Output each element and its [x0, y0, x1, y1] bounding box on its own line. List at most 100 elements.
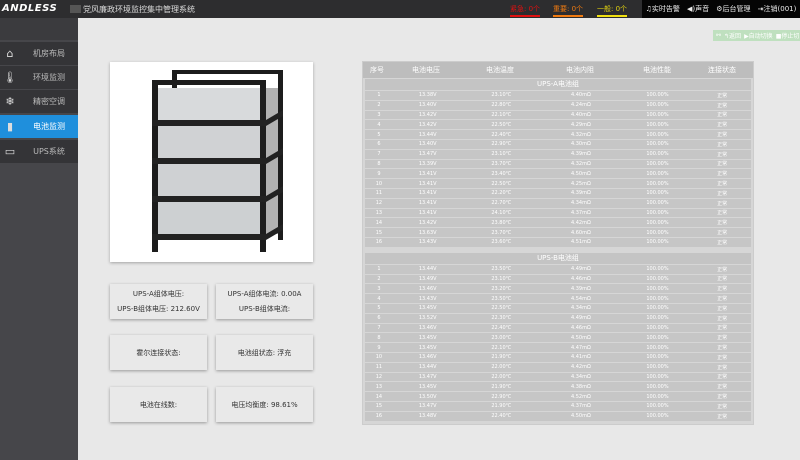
table-cell: 100.00%: [646, 266, 669, 273]
sidebar-item-environment[interactable]: 🌡 环境监测: [0, 66, 78, 89]
back-button[interactable]: ↰返回: [724, 33, 742, 40]
stop-switch-button[interactable]: ■停止切: [775, 33, 800, 40]
table-cell: 100.00%: [646, 200, 669, 207]
table-row: 12 13.41V 22.70℃ 4.34mΩ 100.00% 正常: [365, 198, 751, 208]
table-cell: 13.63V: [418, 229, 437, 236]
share-icon: ⚯: [716, 32, 722, 39]
table-cell: 100.00%: [646, 315, 669, 322]
table-cell: 13.48V: [418, 413, 437, 420]
table-cell: 4.34mΩ: [570, 373, 591, 380]
table-cell: 正常: [717, 102, 728, 109]
table-cell: 22.50℃: [491, 305, 512, 312]
table-cell: 4.46mΩ: [570, 275, 591, 282]
table-cell: 13.43V: [418, 239, 437, 246]
table-cell: 4.52mΩ: [570, 393, 591, 400]
table-row: 16 13.43V 23.60℃ 4.51mΩ 100.00% 正常: [365, 237, 751, 247]
realtime-alarm-button[interactable]: ♫实时告警: [645, 5, 680, 13]
table-row: 10 13.46V 21.90℃ 4.41mΩ 100.00% 正常: [365, 352, 751, 362]
table-row: 9 13.41V 23.40℃ 4.50mΩ 100.00% 正常: [365, 169, 751, 179]
table-cell: 100.00%: [646, 344, 669, 351]
table-cell: 100.00%: [646, 295, 669, 302]
table-row: 8 13.45V 23.00℃ 4.50mΩ 100.00% 正常: [365, 333, 751, 343]
table-cell: 100.00%: [646, 305, 669, 312]
table-cell: 4.37mΩ: [570, 209, 591, 216]
sidebar-item-ups[interactable]: ▭ UPS系统: [0, 140, 78, 163]
table-cell: 100.00%: [646, 373, 669, 380]
table-cell: 正常: [717, 112, 728, 119]
table-cell: 正常: [717, 200, 728, 207]
table-cell: 11: [375, 364, 383, 371]
table-cell: 4.25mΩ: [570, 180, 591, 187]
table-cell: 12: [375, 200, 383, 207]
table-row: 4 13.42V 22.50℃ 4.29mΩ 100.00% 正常: [365, 120, 751, 130]
sidebar-item-room-layout[interactable]: ⌂ 机房布局: [0, 42, 78, 65]
table-cell: 4.54mΩ: [570, 295, 591, 302]
table-cell: 100.00%: [646, 403, 669, 410]
sidebar-item-battery[interactable]: ▮ 电池监测: [0, 115, 78, 138]
table-row: 7 13.47V 23.10℃ 4.39mΩ 100.00% 正常: [365, 149, 751, 159]
table-cell: 正常: [717, 276, 728, 283]
table-cell: 5: [377, 305, 381, 312]
ups-battery-icon: ▭: [4, 145, 16, 158]
table-cell: 9: [377, 170, 381, 177]
table-cell: 4.47mΩ: [570, 344, 591, 351]
table-row: 11 13.41V 22.20℃ 4.39mΩ 100.00% 正常: [365, 188, 751, 198]
table-cell: 100.00%: [646, 160, 669, 167]
table-cell: 14: [375, 219, 383, 226]
table-cell: 100.00%: [646, 92, 669, 99]
table-cell: 13.49V: [418, 275, 437, 282]
table-cell: 4.60mΩ: [570, 229, 591, 236]
table-cell: 13.41V: [418, 209, 437, 216]
sound-button[interactable]: ◀)声音: [686, 5, 710, 13]
table-cell: 13.42V: [418, 121, 437, 128]
table-cell: 13.47V: [418, 151, 437, 158]
table-cell: 4.34mΩ: [570, 200, 591, 207]
admin-button[interactable]: ⚙后台管理: [716, 5, 751, 13]
table-cell: 23.50℃: [491, 295, 512, 302]
table-cell: 22.90℃: [491, 393, 512, 400]
table-cell: 正常: [717, 296, 728, 303]
table-cell: 13.45V: [418, 305, 437, 312]
table-cell: 100.00%: [646, 151, 669, 158]
online-count-box: 电池在线数:: [110, 387, 207, 422]
table-cell: 4.38mΩ: [570, 383, 591, 390]
table-cell: 11: [375, 190, 383, 197]
table-cell: 4.50mΩ: [570, 170, 591, 177]
table-cell: 22.10℃: [491, 111, 512, 118]
table-cell: 4.49mΩ: [570, 315, 591, 322]
table-cell: 4.40mΩ: [570, 111, 591, 118]
table-cell: 4.30mΩ: [570, 141, 591, 148]
table-cell: 4.42mΩ: [570, 219, 591, 226]
table-cell: 15: [375, 229, 383, 236]
snowflake-icon: ❄: [5, 95, 15, 108]
table-cell: 100.00%: [646, 219, 669, 226]
logout-button[interactable]: ⇥注销(001): [757, 5, 797, 13]
table-cell: 23.70℃: [491, 229, 512, 236]
top-bar: ANDLESS 党风廉政环境监控集中管理系统 紧急: 0个 重要: 0个 一般:…: [0, 0, 800, 18]
table-row: 16 13.48V 22.40℃ 4.50mΩ 100.00% 正常: [365, 411, 751, 421]
group-header: UPS-A电池组: [365, 79, 751, 90]
table-cell: 13.40V: [418, 102, 437, 109]
table-cell: 13.45V: [418, 334, 437, 341]
table-cell: 22.00℃: [491, 373, 512, 380]
table-cell: 1: [377, 92, 381, 99]
alarm-urgent[interactable]: 紧急: 0个: [510, 4, 541, 17]
table-cell: 22.40℃: [491, 324, 512, 331]
table-cell: 正常: [717, 190, 728, 197]
sidebar-item-air-conditioning[interactable]: ❄ 精密空调: [0, 90, 78, 113]
table-cell: 8: [377, 160, 381, 167]
auto-switch-button[interactable]: ▶自动切换: [744, 33, 773, 40]
thermometer-icon: 🌡: [3, 71, 17, 84]
table-cell: 22.30℃: [491, 315, 512, 322]
table-cell: 100.00%: [646, 111, 669, 118]
table-cell: 4.39mΩ: [570, 285, 591, 292]
table-cell: 22.40℃: [491, 131, 512, 138]
table-cell: 23.40℃: [491, 170, 512, 177]
table-cell: 100.00%: [646, 239, 669, 246]
table-cell: 100.00%: [646, 334, 669, 341]
toolbar: ⚯ ↰返回 ▶自动切换 ■停止切: [713, 30, 800, 41]
alarm-important[interactable]: 重要: 0个: [553, 4, 584, 17]
table-cell: 13.45V: [418, 344, 437, 351]
alarm-normal[interactable]: 一般: 0个: [597, 4, 628, 17]
table-cell: 100.00%: [646, 393, 669, 400]
